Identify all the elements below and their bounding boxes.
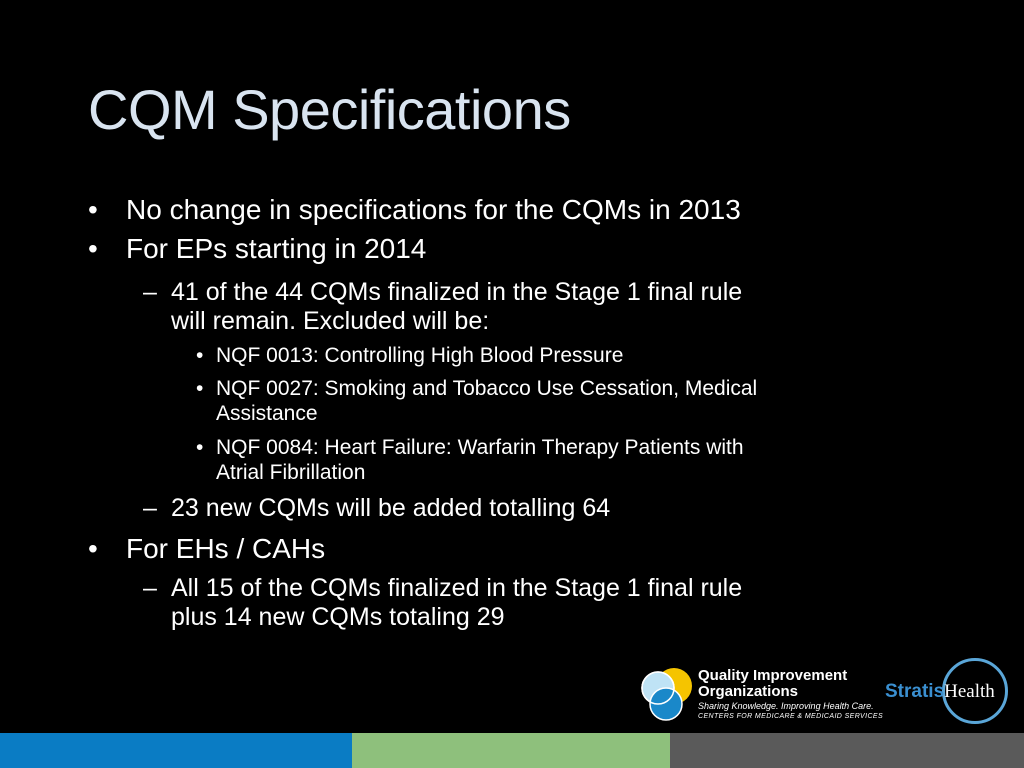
text-line: plus 14 new CQMs totaling 29 <box>171 603 505 631</box>
footer-bar-gray <box>670 733 1024 768</box>
text-line: NQF 0027: Smoking and Tobacco Use Cessat… <box>216 377 758 400</box>
slide-title: CQM Specifications <box>88 78 571 141</box>
text-line: Assistance <box>216 402 318 425</box>
text-line: NQF 0084: Heart Failure: Warfarin Therap… <box>216 436 744 459</box>
bullet-text: NQF 0027: Smoking and Tobacco Use Cessat… <box>216 376 757 426</box>
bullet-marker: • <box>88 233 98 264</box>
bullet-text: All 15 of the CQMs finalized in the Stag… <box>171 574 742 632</box>
stratis-health-logo: StratisHealth <box>885 680 995 704</box>
stratis-ring-icon <box>942 658 1008 724</box>
dash-marker: – <box>143 278 157 306</box>
qio-tagline: Sharing Knowledge. Improving Health Care… <box>698 701 874 711</box>
text-line: Atrial Fibrillation <box>216 461 366 484</box>
bullet-text: 23 new CQMs will be added totalling 64 <box>171 494 611 522</box>
bullet-marker: • <box>196 377 204 400</box>
bullet-text: For EPs starting in 2014 <box>126 233 427 264</box>
bullet-marker: • <box>196 344 204 367</box>
text-line: 41 of the 44 CQMs finalized in the Stage… <box>171 278 743 306</box>
bullet-text: For EHs / CAHs <box>126 533 326 564</box>
bullet-text: NQF 0084: Heart Failure: Warfarin Therap… <box>216 435 744 485</box>
stratis-logo-part1: Stratis <box>885 681 945 702</box>
footer-bar-blue <box>0 733 352 768</box>
qio-name-line1: Quality Improvement <box>698 667 848 684</box>
qio-name-line2: Organizations <box>698 683 799 700</box>
text-line: All 15 of the CQMs finalized in the Stag… <box>171 574 743 602</box>
bullet-marker: • <box>196 436 204 459</box>
text-line: will remain. Excluded will be: <box>171 307 490 335</box>
bullet-text: No change in specifications for the CQMs… <box>126 194 741 225</box>
dash-marker: – <box>143 574 157 602</box>
qio-logo-icon <box>641 668 692 721</box>
bullet-text: NQF 0013: Controlling High Blood Pressur… <box>216 344 624 367</box>
qio-agency: CENTERS FOR MEDICARE & MEDICAID SERVICES <box>698 713 884 720</box>
qio-logo-text: Quality Improvement Organizations Sharin… <box>698 667 884 722</box>
bullet-text: 41 of the 44 CQMs finalized in the Stage… <box>171 278 742 336</box>
bullet-marker: • <box>88 533 98 564</box>
dash-marker: – <box>143 494 157 522</box>
bullet-marker: • <box>88 194 98 225</box>
footer-bar-green <box>352 733 670 768</box>
stratis-logo-part2: Health <box>944 681 995 702</box>
